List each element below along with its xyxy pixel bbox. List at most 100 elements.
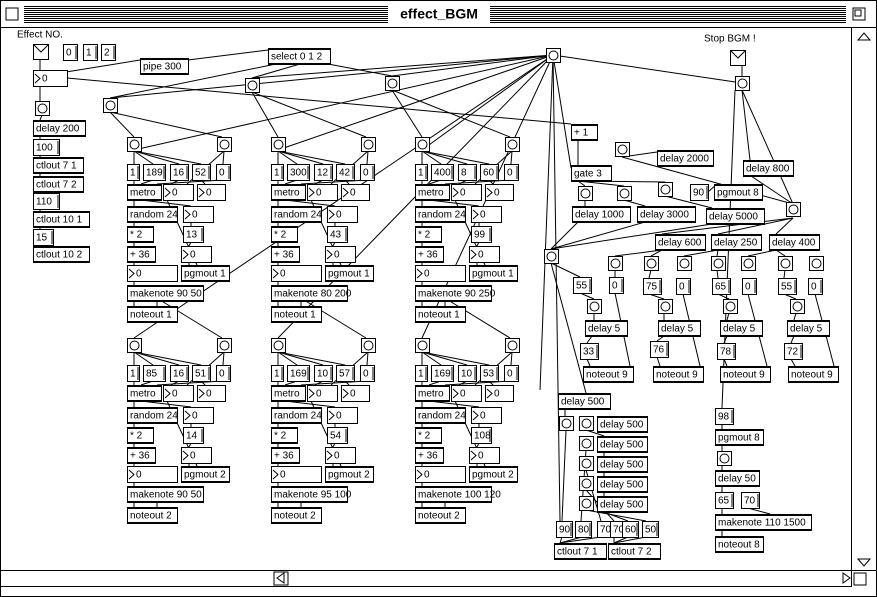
bang[interactable] bbox=[579, 436, 594, 451]
bang[interactable] bbox=[578, 186, 593, 201]
number-box[interactable]: 0 bbox=[271, 466, 322, 483]
object-box[interactable]: pgmout 2 bbox=[325, 466, 374, 483]
object-box[interactable]: delay 50 bbox=[715, 470, 760, 487]
horizontal-scrollbar[interactable] bbox=[0, 570, 867, 587]
message-box[interactable]: 189 bbox=[143, 164, 166, 181]
message-box[interactable]: 1 bbox=[83, 44, 98, 61]
object-box[interactable]: delay 500 bbox=[558, 393, 611, 410]
bang[interactable] bbox=[127, 137, 142, 152]
object-box[interactable]: random 24 bbox=[271, 407, 322, 424]
bang[interactable] bbox=[790, 299, 805, 314]
message-box[interactable]: 0 bbox=[609, 277, 624, 294]
message-box[interactable]: 400 bbox=[431, 164, 454, 181]
message-box[interactable]: 75 bbox=[643, 278, 662, 295]
number-box[interactable]: 0 bbox=[325, 447, 356, 464]
bang[interactable] bbox=[778, 256, 793, 271]
message-box[interactable]: 33 bbox=[580, 343, 599, 360]
bang[interactable] bbox=[559, 416, 574, 431]
object-box[interactable]: pgmout 2 bbox=[469, 466, 518, 483]
object-box[interactable]: makenote 110 1500 bbox=[715, 514, 812, 531]
object-box[interactable]: metro bbox=[415, 385, 450, 402]
message-box[interactable]: 108 bbox=[471, 427, 492, 444]
message-box[interactable]: 300 bbox=[287, 164, 310, 181]
message-box[interactable]: 8 bbox=[458, 164, 477, 181]
message-box[interactable]: 43 bbox=[327, 226, 348, 243]
message-box[interactable]: 54 bbox=[327, 427, 348, 444]
object-box[interactable]: delay 3000 bbox=[637, 206, 696, 223]
object-box[interactable]: random 24 bbox=[127, 206, 178, 223]
number-box[interactable]: 0 bbox=[341, 385, 370, 402]
message-box[interactable]: 50 bbox=[642, 521, 659, 538]
number-box[interactable]: 0 bbox=[471, 407, 502, 424]
bang[interactable] bbox=[579, 416, 594, 431]
number-box[interactable]: 0 bbox=[325, 246, 356, 263]
bang[interactable] bbox=[735, 76, 750, 91]
bang[interactable] bbox=[617, 186, 632, 201]
number-box[interactable]: 0 bbox=[485, 184, 514, 201]
object-box[interactable]: + 36 bbox=[127, 246, 156, 263]
object-box[interactable]: delay 5000 bbox=[706, 208, 765, 225]
number-box[interactable]: 0 bbox=[183, 206, 214, 223]
message-box[interactable]: 110 bbox=[33, 193, 60, 210]
message-box[interactable]: 0 bbox=[360, 164, 375, 181]
number-box[interactable]: 0 bbox=[415, 466, 466, 483]
bang[interactable] bbox=[361, 338, 376, 353]
bang[interactable] bbox=[271, 137, 286, 152]
object-box[interactable]: makenote 90 50 bbox=[127, 486, 204, 503]
object-box[interactable]: random 24 bbox=[271, 206, 322, 223]
bang[interactable] bbox=[608, 256, 623, 271]
bang[interactable] bbox=[415, 338, 430, 353]
bang[interactable] bbox=[217, 338, 232, 353]
number-box[interactable]: 0 bbox=[127, 466, 178, 483]
number-box[interactable]: 0 bbox=[183, 407, 214, 424]
object-box[interactable]: metro bbox=[415, 184, 450, 201]
message-box[interactable]: 1 bbox=[271, 365, 284, 382]
object-box[interactable]: metro bbox=[127, 184, 162, 201]
message-box[interactable]: 70 bbox=[741, 492, 760, 509]
message-box[interactable]: 51 bbox=[192, 365, 211, 382]
message-box[interactable]: 78 bbox=[717, 343, 736, 360]
object-box[interactable]: makenote 95 100 bbox=[271, 486, 352, 503]
message-box[interactable]: 99 bbox=[471, 226, 492, 243]
object-box[interactable]: delay 5 bbox=[720, 320, 763, 337]
number-box[interactable]: 0 bbox=[197, 385, 226, 402]
number-box[interactable]: 0 bbox=[327, 407, 358, 424]
object-box[interactable]: delay 600 bbox=[655, 234, 706, 251]
object-box[interactable]: pgmout 2 bbox=[181, 466, 230, 483]
message-box[interactable]: 1 bbox=[127, 164, 140, 181]
object-box[interactable]: random 24 bbox=[415, 206, 466, 223]
number-box[interactable]: 0 bbox=[451, 184, 482, 201]
object-box[interactable]: noteout 9 bbox=[653, 366, 704, 383]
message-box[interactable]: 0 bbox=[360, 365, 375, 382]
object-box[interactable]: delay 500 bbox=[597, 416, 648, 433]
number-box[interactable]: 0 bbox=[485, 385, 514, 402]
object-box[interactable]: + 1 bbox=[571, 124, 598, 141]
message-box[interactable]: 60 bbox=[622, 521, 639, 538]
message-box[interactable]: 169 bbox=[431, 365, 454, 382]
bang[interactable] bbox=[271, 338, 286, 353]
number-box[interactable]: 0 bbox=[163, 184, 194, 201]
object-box[interactable]: pgmout 1 bbox=[469, 265, 518, 282]
object-box[interactable]: noteout 2 bbox=[127, 507, 178, 524]
object-box[interactable]: noteout 8 bbox=[715, 536, 764, 553]
message-box[interactable]: 0 bbox=[808, 278, 823, 295]
number-box[interactable]: 0 bbox=[327, 206, 358, 223]
object-box[interactable]: ctlout 7 2 bbox=[33, 176, 84, 193]
bang[interactable] bbox=[723, 299, 738, 314]
bang[interactable] bbox=[658, 182, 673, 197]
message-box[interactable]: 15 bbox=[33, 229, 54, 246]
message-box[interactable]: 65 bbox=[715, 492, 734, 509]
message-box[interactable]: 90 bbox=[556, 521, 573, 538]
object-box[interactable]: noteout 9 bbox=[788, 366, 839, 383]
message-box[interactable]: 0 bbox=[63, 44, 78, 61]
message-box[interactable]: 12 bbox=[314, 164, 333, 181]
object-box[interactable]: * 2 bbox=[127, 226, 154, 243]
vertical-scrollbar[interactable] bbox=[851, 27, 877, 571]
bang[interactable] bbox=[505, 338, 520, 353]
number-box[interactable]: 0 bbox=[307, 184, 338, 201]
bang[interactable] bbox=[579, 456, 594, 471]
message-box[interactable]: 0 bbox=[504, 164, 519, 181]
message-box[interactable]: 1 bbox=[271, 164, 284, 181]
object-box[interactable]: + 36 bbox=[271, 246, 300, 263]
object-box[interactable]: delay 500 bbox=[597, 496, 648, 513]
